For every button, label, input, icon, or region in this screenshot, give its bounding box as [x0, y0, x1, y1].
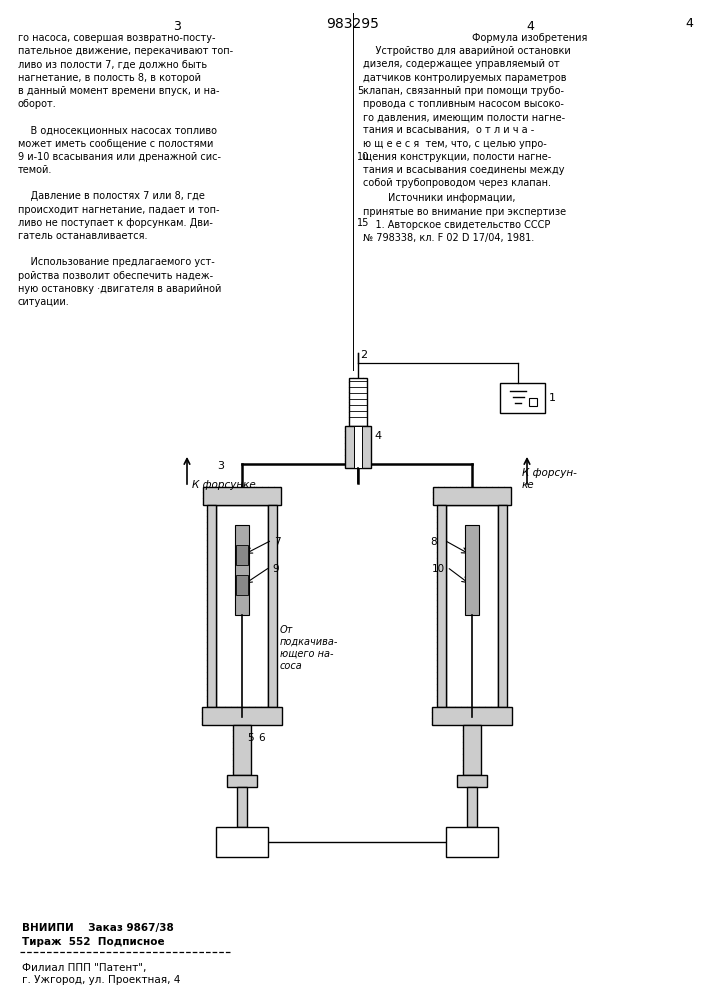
Text: может иметь сообщение с полостями: может иметь сообщение с полостями [18, 139, 214, 149]
Text: датчиков контролируемых параметров: датчиков контролируемых параметров [363, 73, 566, 83]
Text: ю щ е е с я  тем, что, с целью упро-: ю щ е е с я тем, что, с целью упро- [363, 139, 547, 149]
Text: К форсунке: К форсунке [192, 480, 256, 490]
Bar [446, 505, 498, 707]
Text: оборот.: оборот. [18, 99, 57, 109]
Bar [433, 487, 511, 505]
Bar [236, 545, 248, 565]
Text: 4: 4 [526, 20, 534, 33]
Text: ВНИИПИ    Заказ 9867/38: ВНИИПИ Заказ 9867/38 [22, 923, 174, 933]
Text: 4: 4 [374, 431, 381, 441]
Text: 3: 3 [217, 461, 224, 471]
Bar [268, 505, 277, 707]
Text: ливо из полости 7, где должно быть: ливо из полости 7, где должно быть [18, 59, 207, 69]
Text: нагнетание, в полость 8, в которой: нагнетание, в полость 8, в которой [18, 73, 201, 83]
Text: 983295: 983295 [327, 17, 380, 31]
Bar [236, 575, 248, 595]
Bar [235, 525, 249, 615]
Text: К форсун-
ке: К форсун- ке [522, 468, 577, 490]
Text: ройства позволит обеспечить надеж-: ройства позволит обеспечить надеж- [18, 271, 213, 281]
Text: Давление в полостях 7 или 8, где: Давление в полостях 7 или 8, где [18, 191, 205, 201]
Text: дизеля, содержащее управляемый от: дизеля, содержащее управляемый от [363, 59, 560, 69]
Bar [203, 487, 281, 505]
Text: щения конструкции, полости нагне-: щения конструкции, полости нагне- [363, 152, 551, 162]
Text: 1. Авторское свидетельство СССР: 1. Авторское свидетельство СССР [363, 220, 550, 230]
Text: в данный момент времени впуск, и на-: в данный момент времени впуск, и на- [18, 86, 219, 96]
Bar [437, 505, 446, 707]
Text: 7: 7 [274, 537, 281, 547]
Text: 6: 6 [258, 733, 264, 743]
Text: го насоса, совершая возвратно-посту-: го насоса, совершая возвратно-посту- [18, 33, 216, 43]
Text: провода с топливным насосом высоко-: провода с топливным насосом высоко- [363, 99, 564, 109]
Text: клапан, связанный при помощи трубо-: клапан, связанный при помощи трубо- [363, 86, 564, 96]
Text: 15: 15 [357, 218, 369, 228]
Text: Источники информации,: Источники информации, [363, 193, 515, 203]
Text: 4: 4 [685, 17, 693, 30]
Bar [216, 827, 268, 857]
Text: соса: соса [280, 661, 303, 671]
Bar [432, 707, 512, 725]
Bar [345, 426, 371, 468]
Text: пательное движение, перекачивают топ-: пательное движение, перекачивают топ- [18, 46, 233, 56]
Text: 5: 5 [357, 86, 363, 96]
Bar [530, 397, 537, 406]
Bar [233, 725, 251, 775]
Text: 9 и‐10 всасывания или дренажной сис-: 9 и‐10 всасывания или дренажной сис- [18, 152, 221, 162]
Bar [207, 505, 216, 707]
Text: ющего на-: ющего на- [280, 649, 334, 659]
Bar [498, 505, 507, 707]
Bar [227, 775, 257, 787]
Text: происходит нагнетание, падает и топ-: происходит нагнетание, падает и топ- [18, 205, 219, 215]
Text: тания и всасывания соединены между: тания и всасывания соединены между [363, 165, 564, 175]
Bar [349, 378, 367, 426]
Bar [465, 525, 479, 615]
Text: 5: 5 [247, 733, 254, 743]
Bar [354, 426, 362, 468]
Text: гатель останавливается.: гатель останавливается. [18, 231, 148, 241]
Text: 9: 9 [272, 564, 279, 574]
Text: Тираж  552  Подписное: Тираж 552 Подписное [22, 937, 165, 947]
Bar [463, 725, 481, 775]
Text: № 798338, кл. F 02 D 17/04, 1981.: № 798338, кл. F 02 D 17/04, 1981. [363, 233, 534, 243]
Bar [467, 787, 477, 827]
Text: 8: 8 [430, 537, 437, 547]
Text: В односекционных насосах топливо: В односекционных насосах топливо [18, 125, 217, 135]
Text: Формула изобретения: Формула изобретения [472, 33, 588, 43]
Text: 3: 3 [173, 20, 181, 33]
Bar [237, 787, 247, 827]
Bar [216, 505, 268, 707]
Bar [202, 707, 282, 725]
Text: г. Ужгород, ул. Проектная, 4: г. Ужгород, ул. Проектная, 4 [22, 975, 180, 985]
Bar [446, 827, 498, 857]
Text: 10: 10 [432, 564, 445, 574]
Text: подкачива-: подкачива- [280, 637, 339, 647]
Text: Использование предлагаемого уст-: Использование предлагаемого уст- [18, 257, 215, 267]
Bar [457, 775, 487, 787]
Text: го давления, имеющим полости нагне-: го давления, имеющим полости нагне- [363, 112, 565, 122]
Text: 1: 1 [549, 393, 556, 403]
Text: тания и всасывания,  о т л и ч а -: тания и всасывания, о т л и ч а - [363, 125, 534, 135]
Text: собой трубопроводом через клапан.: собой трубопроводом через клапан. [363, 178, 551, 188]
Text: ную остановку ·двигателя в аварийной: ную остановку ·двигателя в аварийной [18, 284, 221, 294]
Text: 2: 2 [360, 350, 367, 360]
Text: От: От [280, 625, 293, 635]
Text: 10: 10 [357, 152, 369, 162]
Text: ситуации.: ситуации. [18, 297, 70, 307]
Text: принятые во внимание при экспертизе: принятые во внимание при экспертизе [363, 207, 566, 217]
Text: Филиал ППП "Патент",: Филиал ППП "Патент", [22, 963, 146, 973]
Bar [500, 383, 545, 413]
Text: темой.: темой. [18, 165, 52, 175]
Text: Устройство для аварийной остановки: Устройство для аварийной остановки [363, 46, 571, 56]
Text: ливо не поступает к форсункам. Дви-: ливо не поступает к форсункам. Дви- [18, 218, 213, 228]
